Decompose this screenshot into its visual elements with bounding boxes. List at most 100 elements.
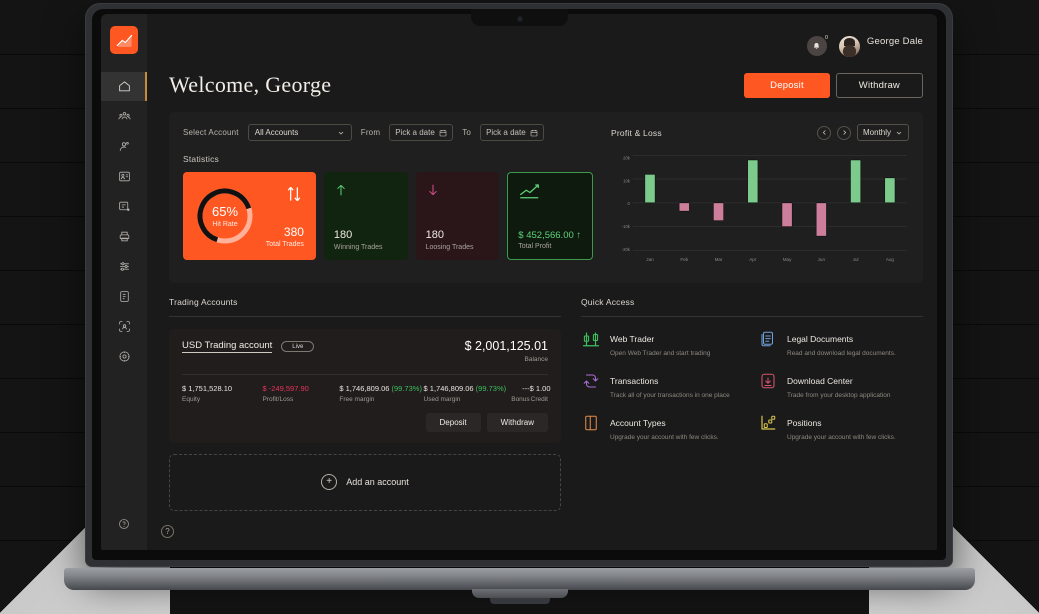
header-row: Welcome, George Deposit Withdraw bbox=[169, 72, 923, 98]
sidebar-item-settings-sliders[interactable] bbox=[101, 252, 147, 281]
account-card-header: USD Trading account Live $ 2,001,125.01 … bbox=[182, 340, 548, 363]
avatar[interactable] bbox=[838, 36, 860, 57]
sidebar-item-printer[interactable] bbox=[101, 222, 147, 251]
account-metric-value: $ 1.00 bbox=[529, 383, 551, 393]
app-logo[interactable] bbox=[110, 26, 138, 54]
account-metric: $ 1.00 Credit bbox=[529, 383, 551, 403]
hit-rate-donut: 65% Hit Rate bbox=[193, 184, 257, 248]
gear-circle-icon bbox=[118, 351, 130, 362]
svg-text:Jun: Jun bbox=[818, 257, 826, 262]
quick-access-section: Quick Access Web Trader Open Web Trader a… bbox=[581, 297, 923, 511]
sidebar bbox=[101, 14, 147, 550]
report-icon bbox=[118, 201, 129, 211]
quick-access-item-web-trader[interactable]: Web Trader Open Web Trader and start trad… bbox=[581, 329, 746, 357]
account-select-value: All Accounts bbox=[254, 128, 299, 137]
quick-access-item-title: Web Trader bbox=[610, 334, 655, 345]
status-badge: Live bbox=[281, 341, 315, 353]
chart-next-button[interactable] bbox=[837, 125, 851, 140]
user-settings-icon bbox=[119, 141, 129, 151]
quick-access-item-subtitle: Open Web Trader and start trading bbox=[610, 350, 711, 358]
quick-access-item-positions[interactable]: Positions Upgrade your account with few c… bbox=[758, 413, 923, 441]
download-icon bbox=[758, 371, 778, 391]
chart-prev-button[interactable] bbox=[817, 125, 831, 140]
select-account-label: Select Account bbox=[183, 128, 239, 137]
refresh-arrows-icon bbox=[581, 371, 601, 391]
chevron-down-icon bbox=[896, 131, 902, 135]
quick-access-item-title: Transactions bbox=[610, 376, 659, 387]
to-date-input[interactable]: Pick a date bbox=[480, 124, 545, 141]
book-icon bbox=[581, 413, 601, 433]
withdraw-button[interactable]: Withdraw bbox=[835, 72, 923, 98]
account-card: USD Trading account Live $ 2,001,125.01 … bbox=[169, 329, 561, 443]
account-metric: $ 1,746,809.06 (99.73%) Used margin bbox=[424, 384, 508, 403]
laptop-base bbox=[64, 568, 975, 590]
quick-access-item-subtitle: Read and download legal documents. bbox=[787, 350, 896, 358]
hit-rate-card: 65% Hit Rate 380 bbox=[183, 172, 316, 260]
winning-trades-card: 180 Winning Trades bbox=[323, 172, 408, 260]
account-metric: $ 1,751,528.10 Equity bbox=[182, 384, 263, 403]
sidebar-item-security[interactable] bbox=[101, 312, 147, 341]
sidebar-item-help[interactable] bbox=[101, 509, 147, 538]
add-account-button[interactable]: + Add an account bbox=[169, 453, 561, 511]
sidebar-item-clients[interactable] bbox=[101, 132, 147, 161]
svg-text:0: 0 bbox=[628, 201, 631, 206]
to-date-placeholder: Pick a date bbox=[486, 128, 526, 137]
svg-text:Mar: Mar bbox=[715, 257, 723, 262]
sidebar-item-support[interactable] bbox=[101, 342, 147, 371]
svg-text:-20k: -20k bbox=[622, 247, 631, 252]
account-metric-percent: (99.73%) bbox=[473, 383, 507, 393]
account-metric: $ 1,746,809.06 (99.73%) Free margin bbox=[339, 384, 423, 403]
up-down-arrows-icon bbox=[287, 186, 301, 202]
plus-circle-icon: + bbox=[321, 474, 338, 491]
account-name[interactable]: USD Trading account bbox=[182, 340, 273, 354]
sidebar-item-reports[interactable] bbox=[101, 192, 147, 221]
account-metric: --- Bonus bbox=[508, 383, 530, 403]
account-metric-label: Bonus bbox=[511, 395, 530, 403]
statistics-cards: 65% Hit Rate 380 bbox=[183, 172, 593, 260]
deposit-button[interactable]: Deposit bbox=[744, 72, 830, 98]
quick-access-item-download-center[interactable]: Download Center Trade from your desktop a… bbox=[758, 371, 923, 399]
people-group-icon bbox=[117, 112, 131, 120]
notification-button[interactable]: 0 bbox=[806, 35, 828, 56]
help-button[interactable]: ? bbox=[161, 525, 174, 538]
divider bbox=[182, 373, 548, 375]
account-actions: Deposit Withdraw bbox=[182, 412, 548, 432]
sidebar-item-documents[interactable] bbox=[101, 282, 147, 311]
account-select[interactable]: All Accounts bbox=[247, 124, 352, 141]
total-profit-label: Total Profit bbox=[518, 243, 552, 250]
from-date-input[interactable]: Pick a date bbox=[389, 124, 454, 141]
quick-access-item-title: Positions bbox=[787, 418, 822, 429]
sliders-icon bbox=[119, 262, 129, 271]
hit-rate-label: Hit Rate bbox=[212, 220, 238, 228]
chart-period-select[interactable]: Monthly bbox=[857, 124, 909, 141]
loosing-trades-value: 180 bbox=[425, 229, 444, 241]
account-deposit-button[interactable]: Deposit bbox=[425, 412, 481, 432]
chart-plot-area: 20k 10k 0 -10k -20k Jan Feb Mar Apr May Jun Jul Aug bbox=[611, 149, 909, 271]
bar-chart-icon bbox=[758, 413, 778, 433]
svg-text:Aug: Aug bbox=[886, 257, 895, 262]
laptop-base-notch bbox=[471, 589, 568, 598]
calendar-icon bbox=[530, 129, 538, 136]
svg-text:May: May bbox=[783, 257, 792, 262]
quick-access-item-account-types[interactable]: Account Types Upgrade your account with f… bbox=[581, 413, 746, 441]
network-icon bbox=[118, 171, 130, 182]
sidebar-item-network[interactable] bbox=[101, 162, 147, 191]
account-withdraw-button[interactable]: Withdraw bbox=[486, 412, 548, 432]
account-metric-label: Equity bbox=[182, 395, 201, 403]
quick-access-item-transactions[interactable]: Transactions Track all of your transactio… bbox=[581, 371, 746, 399]
quick-access-item-subtitle: Track all of your transactions in one pl… bbox=[610, 392, 730, 400]
chart-header: Profit & Loss Monthly bbox=[611, 124, 909, 141]
bar-chart-svg bbox=[632, 154, 908, 251]
sidebar-item-partners[interactable] bbox=[101, 102, 147, 131]
svg-text:20k: 20k bbox=[623, 155, 631, 160]
quick-access-item-legal-documents[interactable]: Legal Documents Read and download legal d… bbox=[758, 329, 923, 357]
account-metric-value: --- bbox=[522, 383, 530, 393]
candlestick-icon bbox=[581, 329, 601, 349]
donut-chart-icon bbox=[197, 188, 253, 244]
chart-period-value: Monthly bbox=[863, 128, 892, 137]
main-content: 0 George Dale Welcome, George Deposit Wi… bbox=[147, 14, 937, 550]
document-icon bbox=[119, 291, 129, 302]
account-metric-percent: (99.73%) bbox=[389, 383, 422, 393]
account-metric-value: $ -249,597.90 bbox=[262, 383, 309, 393]
sidebar-item-home[interactable] bbox=[101, 72, 147, 101]
